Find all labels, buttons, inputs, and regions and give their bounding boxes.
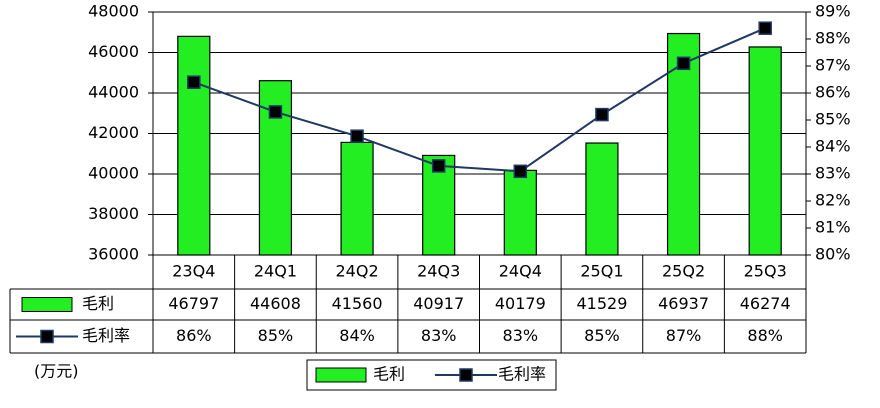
y-tick-label: 46000 [88, 42, 139, 61]
x-tick-label: 24Q2 [335, 262, 378, 281]
y2-tick-label: 89% [815, 2, 851, 21]
table-value: 83% [503, 326, 539, 345]
y2-tick-label: 81% [815, 218, 851, 237]
x-tick-label: 25Q1 [580, 262, 623, 281]
table-value: 85% [584, 326, 620, 345]
y2-tick-label: 86% [815, 83, 851, 102]
x-tick-label: 25Q2 [662, 262, 705, 281]
table-value: 41529 [576, 294, 627, 313]
table-value: 85% [258, 326, 294, 345]
y2-tick-label: 85% [815, 110, 851, 129]
bar [585, 142, 619, 256]
bar [177, 35, 211, 256]
legend-swatch [459, 368, 473, 382]
unit-label: (万元) [34, 362, 79, 381]
table-value: 40179 [495, 294, 546, 313]
y-tick-label: 40000 [88, 164, 139, 183]
table-value: 40917 [413, 294, 464, 313]
marker [595, 107, 609, 122]
bar [340, 141, 374, 256]
y2-tick-label: 87% [815, 56, 851, 75]
marker [268, 105, 283, 119]
table-value: 46937 [658, 294, 709, 313]
marker [676, 56, 691, 71]
legend-swatch [21, 297, 73, 312]
line [193, 27, 766, 173]
bar [503, 169, 537, 256]
x-tick-label: 24Q3 [417, 262, 460, 281]
table-value: 83% [421, 326, 457, 345]
y2-tick-label: 80% [815, 245, 851, 264]
table-value: 44608 [250, 294, 301, 313]
table-value: 86% [176, 326, 212, 345]
marker [187, 75, 201, 89]
bar [748, 46, 782, 256]
x-tick-label: 24Q4 [499, 262, 542, 281]
y-tick-label: 48000 [88, 2, 139, 21]
legend-swatch [40, 329, 54, 344]
x-tick-label: 23Q4 [172, 262, 215, 281]
table-value: 88% [747, 326, 783, 345]
marker [350, 129, 364, 143]
marker [513, 164, 528, 179]
y2-tick-label: 84% [815, 137, 851, 156]
row-header: 毛利率 [82, 326, 130, 345]
y-tick-label: 36000 [88, 245, 139, 264]
y2-tick-label: 83% [815, 164, 851, 183]
legend-swatch [315, 367, 367, 383]
y-tick-label: 44000 [88, 83, 139, 102]
x-tick-label: 24Q1 [254, 262, 297, 281]
y-tick-label: 38000 [88, 204, 139, 223]
y2-tick-label: 88% [815, 29, 851, 48]
marker [758, 21, 772, 35]
table-value: 84% [339, 326, 375, 345]
table-value: 46274 [740, 294, 791, 313]
legend-label: 毛利 [373, 365, 405, 384]
legend-label: 毛利率 [498, 365, 546, 384]
marker [431, 159, 446, 173]
y2-tick-label: 82% [815, 191, 851, 210]
table-value: 41560 [332, 294, 383, 313]
y-tick-label: 42000 [88, 123, 139, 142]
table-value: 87% [666, 326, 702, 345]
bar [666, 32, 701, 256]
table-value: 46797 [168, 294, 219, 313]
row-header: 毛利 [82, 294, 114, 313]
x-tick-label: 25Q3 [744, 262, 787, 281]
